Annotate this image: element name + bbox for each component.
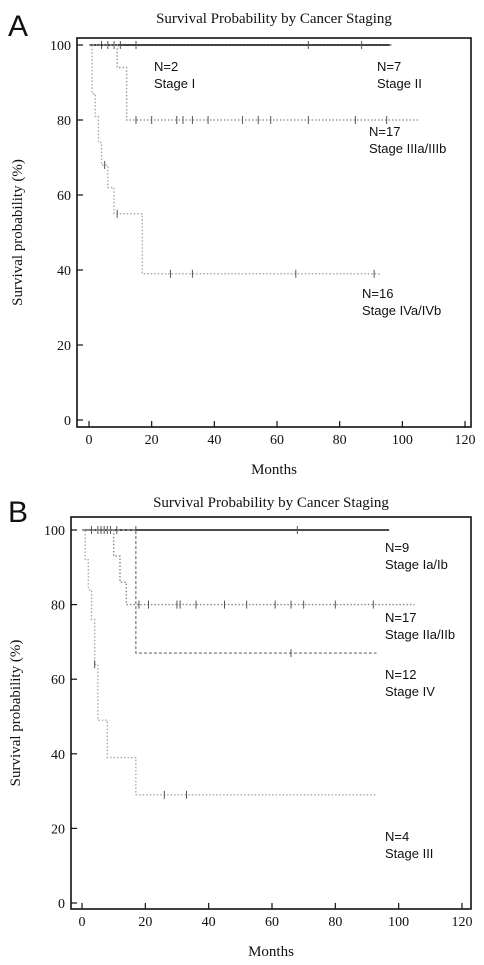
series-n-label: N=12 [385, 667, 416, 682]
x-tick-label: 20 [138, 915, 152, 930]
x-tick-label: 0 [86, 433, 93, 448]
series-name-label: Stage IIIa/IIIb [369, 141, 446, 156]
chart-title: Survival Probability by Cancer Staging [156, 11, 392, 27]
y-tick-label: 20 [57, 339, 71, 354]
y-tick-label: 40 [57, 264, 71, 279]
y-tick-label: 0 [58, 897, 65, 912]
plot-frame [76, 37, 472, 428]
x-tick-label: 40 [202, 915, 216, 930]
series-name-label: Stage I [154, 76, 195, 91]
x-tick-label: 20 [145, 433, 159, 448]
x-tick-label: 120 [455, 433, 476, 448]
x-tick-label: 60 [270, 433, 284, 448]
chart-b: B Survival Probability by Cancer Staging 0… [8, 495, 473, 960]
y-tick-label: 20 [51, 822, 65, 837]
x-tick-label: 80 [328, 915, 342, 930]
survival-curve [82, 529, 377, 796]
series-name-label: Stage IVa/IVb [362, 303, 441, 318]
series-n-label: N=7 [377, 59, 401, 74]
y-tick-label: 100 [50, 39, 71, 54]
x-axis-label: Months [251, 462, 297, 478]
chart-a: A Survival Probability by Cancer Staging 0… [8, 10, 476, 478]
y-tick-label: 80 [57, 114, 71, 129]
series-name-label: Stage II [377, 76, 422, 91]
chart-title: Survival Probability by Cancer Staging [153, 495, 389, 511]
plot-frame [70, 516, 472, 910]
y-tick-label: 40 [51, 748, 65, 763]
series-n-label: N=4 [385, 829, 409, 844]
x-tick-label: 100 [392, 433, 413, 448]
series-n-label: N=9 [385, 540, 409, 555]
y-tick-label: 0 [64, 414, 71, 429]
series-name-label: Stage III [385, 846, 433, 861]
x-tick-label: 40 [207, 433, 221, 448]
x-tick-label: 120 [452, 915, 473, 930]
panel-a: A Survival Probability by Cancer Staging 0… [0, 0, 484, 480]
panel-letter: B [8, 496, 28, 529]
x-tick-label: 0 [79, 915, 86, 930]
series-n-label: N=17 [385, 610, 416, 625]
y-axis-label: Survival probability (%) [10, 159, 26, 306]
y-tick-label: 60 [51, 673, 65, 688]
survival-curve [82, 529, 415, 606]
panel-b: B Survival Probability by Cancer Staging 0… [0, 485, 484, 965]
y-tick-label: 80 [51, 599, 65, 614]
y-tick-label: 60 [57, 189, 71, 204]
x-tick-label: 60 [265, 915, 279, 930]
survival-curve [89, 44, 381, 275]
x-tick-label: 100 [388, 915, 409, 930]
panel-letter: A [8, 10, 28, 43]
survival-curve [82, 529, 377, 654]
x-tick-label: 80 [333, 433, 347, 448]
series-name-label: Stage Ia/Ib [385, 557, 448, 572]
y-axis-label: Survival probability (%) [8, 640, 24, 787]
series-n-label: N=16 [362, 286, 393, 301]
series-name-label: Stage IV [385, 684, 435, 699]
x-axis-label: Months [248, 944, 294, 960]
survival-curve [89, 44, 418, 121]
y-tick-label: 100 [44, 524, 65, 539]
series-n-label: N=17 [369, 124, 400, 139]
series-name-label: Stage IIa/IIb [385, 627, 455, 642]
series-n-label: N=2 [154, 59, 178, 74]
